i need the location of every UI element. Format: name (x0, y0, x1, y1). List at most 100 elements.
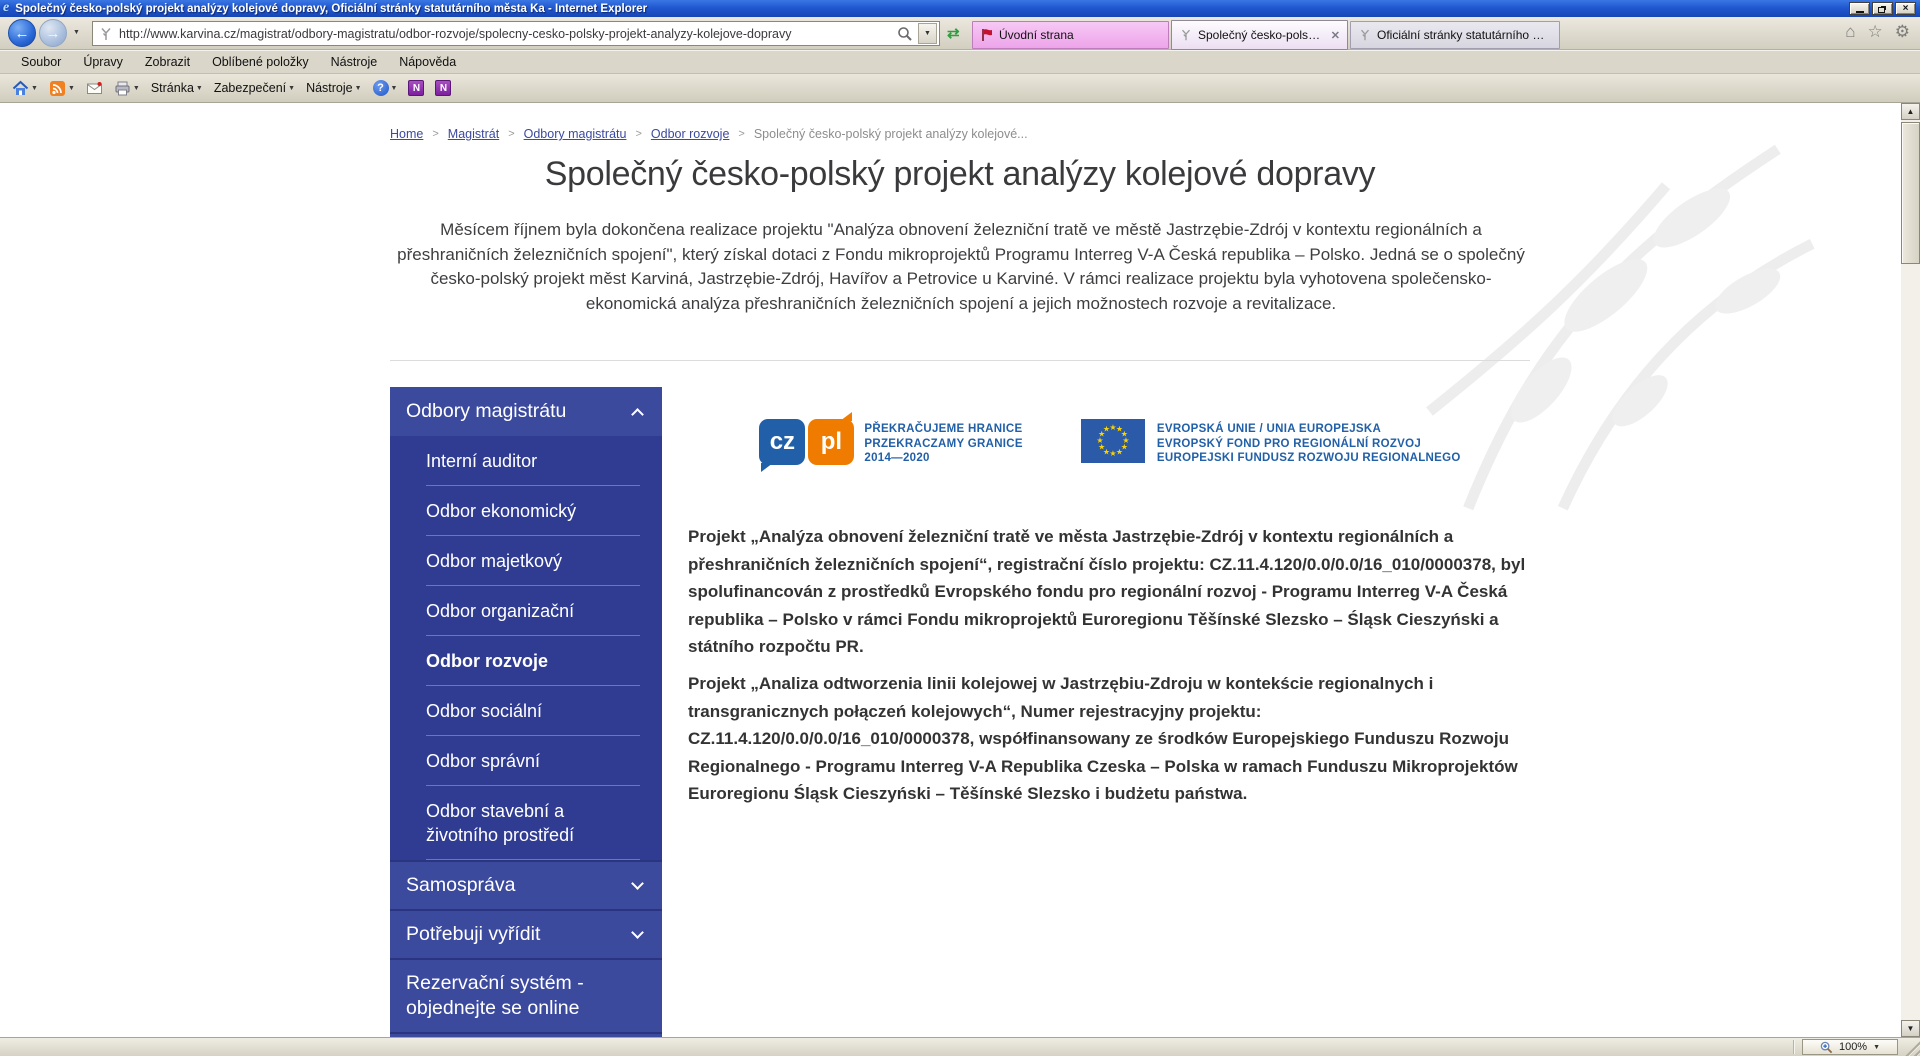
content-divider (390, 360, 1530, 361)
svg-text:★: ★ (1103, 447, 1110, 456)
read-mail-button[interactable] (82, 80, 107, 97)
tools-menu-label: Nástroje (306, 81, 353, 95)
menu-soubor[interactable]: Soubor (21, 55, 62, 69)
back-button[interactable]: ← (8, 19, 36, 47)
close-button[interactable]: × (1895, 2, 1916, 15)
tab-uvodni-strana[interactable]: Úvodní strana (972, 21, 1169, 49)
help-icon: ? (372, 80, 389, 96)
tab-spolecny-projekt-active[interactable]: Společný česko-polský proje... ✕ (1171, 20, 1348, 50)
breadcrumb-odbory-magistratu[interactable]: Odbory magistrátu (523, 127, 627, 141)
svg-text:★: ★ (1098, 443, 1105, 452)
forward-button[interactable]: → (39, 19, 67, 47)
print-button[interactable]: ▼ (110, 80, 144, 97)
svg-text:★: ★ (1096, 436, 1103, 445)
pl-logo-box: pl (808, 412, 855, 465)
sidebar-item-odbor-majetkovy[interactable]: Odbor majetkový (426, 536, 640, 586)
sidebar-item-podatelna[interactable]: Podatelna (390, 1032, 662, 1037)
caret-down-icon: ▼ (195, 84, 203, 92)
svg-text:★: ★ (1116, 425, 1123, 434)
sidebar-item-odbor-ekonomicky[interactable]: Odbor ekonomický (426, 486, 640, 536)
breadcrumb-home[interactable]: Home (390, 127, 424, 141)
scrollbar-down-button[interactable]: ▼ (1901, 1020, 1920, 1037)
search-dropdown[interactable]: ▼ (918, 23, 937, 44)
sidebar-item-odbor-spravni[interactable]: Odbor správní (426, 736, 640, 786)
favorites-star-icon[interactable]: ☆ (1867, 22, 1883, 41)
search-icon[interactable] (897, 26, 913, 42)
chevron-up-icon (631, 407, 644, 421)
czpl-caption-line2: PRZEKRACZAMY GRANICE (864, 437, 1023, 450)
sidebar-item-samosprava[interactable]: Samospráva (390, 860, 662, 909)
menu-napoveda[interactable]: Nápověda (399, 55, 457, 69)
caret-down-icon: ▼ (31, 84, 38, 92)
onenote-linked-notes-button[interactable]: N (431, 80, 455, 96)
printer-icon (115, 81, 130, 95)
sidebar-item-odbor-stavebni[interactable]: Odbor stavební a životního prostředí (426, 786, 640, 860)
interreg-czpl-logo: cz pl PŘEKRAČUJEME HRANICE PRZEKRACZAMY … (759, 412, 1023, 472)
sidebar-item-label: Samospráva (406, 874, 516, 896)
home-icon[interactable]: ⌂ (1845, 22, 1856, 41)
sidebar-item-label: Rezervační systém - objednejte se online (406, 972, 584, 1019)
onenote-send-button[interactable]: N (404, 80, 428, 96)
onenote-icon: N (435, 80, 452, 96)
cz-logo-box: cz (759, 419, 806, 472)
rss-button[interactable]: ▼ (45, 80, 79, 97)
caret-down-icon: ▼ (67, 84, 75, 92)
help-button[interactable]: ? ▼ (369, 80, 402, 96)
page-menu-button[interactable]: Stránka ▼ (147, 81, 207, 95)
settings-gear-icon[interactable]: ⚙ (1894, 22, 1910, 41)
project-paragraph-polish: Projekt „Analiza odtworzenia linii kolej… (688, 674, 1518, 803)
command-bar: ▼ ▼ ▼ Stránka (0, 74, 1920, 103)
eu-erdf-logo: ★ ★ ★ ★ ★ ★ ★ ★ ★ ★ ★ ★ EVROPSKÁ UNIE / UNIA EUR… (1080, 419, 1461, 466)
tab-favicon-icon (1182, 29, 1190, 41)
breadcrumb-magistrat[interactable]: Magistrát (447, 127, 500, 141)
svg-text:★: ★ (1109, 423, 1116, 432)
tab-label: Úvodní strana (999, 28, 1074, 42)
menu-upravy[interactable]: Úpravy (83, 55, 123, 69)
breadcrumb-odbor-rozvoje[interactable]: Odbor rozvoje (650, 127, 730, 141)
onenote-icon: N (408, 80, 425, 96)
sidebar-item-potrebuji-vyridit[interactable]: Potřebuji vyřídit (390, 909, 662, 958)
site-favicon (101, 27, 111, 40)
sidebar-item-rezervacni-system[interactable]: Rezervační systém - objednejte se online (390, 958, 662, 1032)
menu-nastroje[interactable]: Nástroje (330, 55, 378, 69)
caret-down-icon: ▼ (924, 30, 931, 37)
page-menu-label: Stránka (150, 81, 194, 95)
sidebar-item-interni-auditor[interactable]: Interní auditor (426, 436, 640, 486)
sidebar-item-odbor-socialni[interactable]: Odbor sociální (426, 686, 640, 736)
svg-text:★: ★ (1121, 430, 1128, 439)
history-dropdown[interactable]: ▼ (73, 29, 80, 36)
restore-button[interactable] (1872, 2, 1893, 15)
eu-caption-line3: EUROPEJSKI FUNDUSZ ROZWOJU REGIONALNEGO (1156, 452, 1461, 464)
menu-oblibene-polozky[interactable]: Oblíbené položky (212, 55, 309, 69)
resize-grip[interactable] (1902, 1038, 1920, 1056)
minimize-icon (1855, 11, 1864, 13)
tab-oficialni-stranky[interactable]: Oficiální stránky statutárního m... (1350, 21, 1560, 49)
back-arrow-icon: ← (14, 24, 30, 42)
caret-down-icon: ▼ (390, 84, 398, 92)
vertical-scrollbar[interactable]: ▲ ▼ (1901, 103, 1920, 1037)
scrollbar-up-button[interactable]: ▲ (1901, 103, 1920, 120)
zoom-control[interactable]: 100% ▼ (1802, 1039, 1898, 1055)
eu-caption-line1: EVROPSKÁ UNIE / UNIA EUROPEJSKA (1156, 423, 1382, 435)
minimize-button[interactable] (1849, 2, 1870, 15)
intro-paragraph: Měsícem říjnem byla dokončena realizace … (397, 220, 1525, 313)
menu-zobrazit[interactable]: Zobrazit (144, 55, 191, 69)
svg-text:★: ★ (1109, 449, 1116, 458)
url-text[interactable]: http://www.karvina.cz/magistrat/odbory-m… (119, 26, 792, 41)
restore-icon (1878, 6, 1885, 13)
sidebar-item-odbor-rozvoje-active[interactable]: Odbor rozvoje (426, 636, 640, 686)
tab-close-icon[interactable]: ✕ (1330, 29, 1340, 42)
tools-menu-button[interactable]: Nástroje ▼ (302, 81, 365, 95)
sidebar-navigation: Odbory magistrátu Interní auditor Odbor … (390, 387, 662, 1037)
sidebar-item-odbor-organizacni[interactable]: Odbor organizační (426, 586, 640, 636)
address-bar[interactable]: http://www.karvina.cz/magistrat/odbory-m… (92, 21, 940, 46)
svg-text:★: ★ (1121, 443, 1128, 452)
tab-label: Oficiální stránky statutárního m... (1377, 28, 1552, 42)
home-button[interactable]: ▼ (8, 80, 42, 97)
quick-tabs-icon[interactable]: ⇄ (947, 25, 960, 42)
scrollbar-thumb[interactable] (1901, 122, 1920, 264)
svg-text:★: ★ (1122, 436, 1129, 445)
sidebar-item-odbory-magistratu[interactable]: Odbory magistrátu (390, 387, 662, 436)
security-menu-button[interactable]: Zabezpečení ▼ (210, 81, 299, 95)
